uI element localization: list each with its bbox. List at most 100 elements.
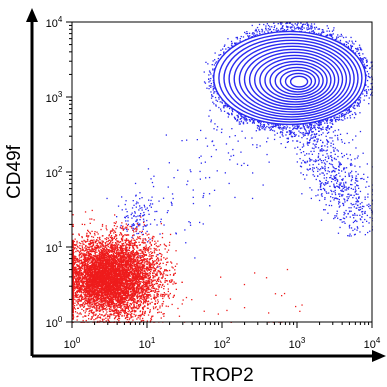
blue-event-point: [365, 57, 367, 59]
blue-event-point: [329, 122, 331, 124]
blue-event-point: [236, 114, 238, 117]
blue-event-point: [293, 133, 296, 135]
blue-event-point: [320, 129, 322, 131]
blue-event-point: [252, 121, 254, 123]
blue-event-point: [265, 127, 267, 129]
blue-event-point: [280, 23, 282, 26]
blue-event-point: [220, 49, 222, 51]
blue-event-point: [365, 95, 368, 97]
blue-event-point: [212, 95, 214, 98]
blue-event-point: [307, 26, 309, 28]
blue-event-point: [285, 134, 287, 136]
blue-event-point: [297, 22, 299, 24]
blue-event-point: [255, 130, 257, 132]
blue-event-point: [245, 33, 247, 35]
blue-event-point: [261, 31, 263, 33]
blue-event-point: [227, 38, 229, 40]
blue-event-point: [286, 22, 288, 24]
blue-event-point: [222, 48, 224, 50]
blue-event-point: [301, 25, 303, 27]
blue-event-point: [336, 116, 339, 118]
blue-event-point: [283, 29, 286, 31]
blue-event-point: [238, 113, 240, 115]
blue-event-point: [243, 118, 245, 120]
blue-event-point: [306, 22, 308, 24]
blue-event-point: [209, 71, 211, 73]
blue-event-point: [299, 131, 301, 134]
blue-event-point: [368, 73, 370, 75]
blue-event-point: [365, 67, 367, 69]
blue-event-point: [263, 23, 265, 26]
blue-event-point: [310, 23, 313, 25]
blue-event-point: [347, 112, 349, 114]
blue-event-point: [362, 93, 364, 95]
blue-event-point: [253, 122, 255, 124]
blue-event-point: [308, 130, 310, 132]
blue-event-point: [285, 22, 287, 25]
blue-event-point: [302, 125, 305, 127]
blue-event-point: [267, 24, 270, 27]
blue-event-point: [293, 131, 295, 134]
blue-event-point: [326, 129, 328, 131]
blue-event-point: [364, 65, 366, 67]
blue-event-point: [234, 117, 236, 119]
blue-event-point: [281, 27, 283, 29]
blue-event-point: [334, 119, 337, 122]
blue-event-point: [345, 44, 348, 46]
blue-event-point: [252, 119, 255, 122]
blue-event-point: [213, 64, 215, 66]
blue-event-point: [369, 76, 371, 79]
blue-event-point: [289, 22, 291, 24]
blue-event-point: [287, 22, 289, 24]
blue-event-point: [246, 32, 249, 35]
blue-event-point: [211, 94, 213, 96]
blue-event-point: [261, 127, 263, 130]
blue-event-point: [246, 31, 248, 33]
blue-event-point: [265, 27, 267, 30]
blue-event-point: [342, 119, 344, 121]
blue-event-point: [270, 129, 272, 131]
blue-event-point: [370, 83, 372, 85]
blue-event-point: [327, 27, 329, 29]
blue-event-point: [210, 73, 212, 75]
blue-event-point: [208, 74, 210, 76]
blue-event-point: [346, 117, 349, 119]
blue-event-point: [268, 124, 270, 126]
blue-event-point: [217, 57, 219, 60]
blue-event-point: [360, 49, 363, 51]
blue-event-point: [258, 31, 261, 33]
blue-event-point: [290, 132, 292, 134]
blue-event-point: [281, 134, 283, 136]
blue-event-point: [356, 50, 358, 52]
blue-event-point: [303, 126, 305, 128]
blue-event-point: [296, 24, 298, 26]
blue-event-point: [331, 35, 333, 37]
blue-event-point: [332, 29, 335, 31]
blue-event-point: [318, 28, 320, 30]
blue-event-point: [291, 26, 293, 28]
blue-event-point: [243, 116, 245, 118]
blue-event-point: [366, 61, 368, 63]
blue-event-point: [215, 105, 217, 107]
blue-event-point: [215, 61, 218, 63]
blue-event-point: [318, 121, 320, 123]
blue-event-point: [260, 121, 262, 123]
blue-event-point: [318, 123, 320, 125]
blue-event-point: [288, 133, 291, 136]
blue-event-point: [269, 26, 271, 28]
blue-event-point: [240, 114, 242, 116]
blue-event-point: [271, 126, 274, 128]
blue-event-point: [210, 97, 213, 99]
blue-event-point: [256, 31, 258, 33]
blue-event-point: [357, 47, 359, 49]
blue-event-point: [341, 114, 343, 116]
blue-event-point: [359, 57, 361, 59]
blue-event-point: [220, 110, 222, 112]
blue-event-point: [349, 111, 351, 113]
blue-event-point: [351, 42, 354, 44]
blue-event-point: [338, 118, 340, 121]
blue-event-point: [344, 118, 346, 120]
blue-event-point: [216, 100, 219, 102]
blue-event-point: [327, 126, 329, 128]
blue-event-point: [209, 80, 211, 82]
